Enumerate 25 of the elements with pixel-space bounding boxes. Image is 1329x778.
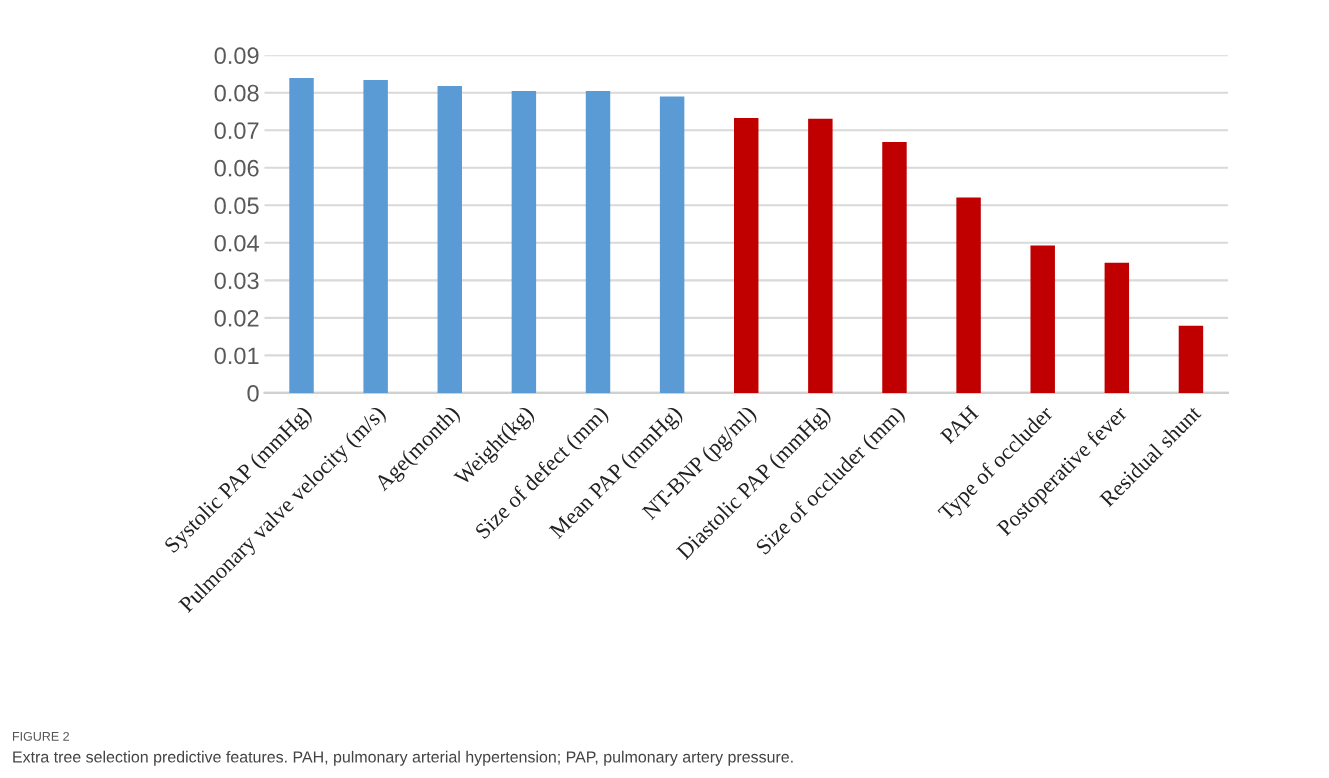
y-tick-label: 0.02: [214, 309, 259, 327]
bar: [882, 141, 907, 393]
bar: [363, 80, 388, 393]
y-tick-label: 0.06: [214, 159, 259, 177]
y-tick-label: 0.01: [214, 347, 259, 365]
bar: [659, 96, 685, 393]
bar: [289, 78, 314, 393]
y-tick-label: 0.07: [214, 122, 259, 140]
y-tick-label: 0.03: [214, 272, 259, 290]
bar: [808, 118, 833, 393]
text: Extra tree selection predictive features. PAH, pulmonary arterial hypertension; PAP, pulmonary artery pressure.: [13, 750, 793, 766]
bar: [734, 117, 759, 393]
bar: [1178, 325, 1204, 393]
bar: [1104, 262, 1130, 393]
bar: [956, 197, 981, 393]
y-tick-label: 0: [247, 384, 259, 402]
y-tick-label: 0.05: [214, 197, 259, 215]
bar: [437, 86, 462, 393]
y-tick-label: 0.09: [214, 47, 259, 65]
y-tick-label: 0.04: [214, 234, 259, 252]
bar: [511, 90, 537, 393]
bar: [585, 90, 611, 393]
caption: FIGURE 2: [12, 731, 69, 741]
y-tick-label: 0.08: [214, 84, 259, 102]
bar: [1030, 245, 1055, 393]
